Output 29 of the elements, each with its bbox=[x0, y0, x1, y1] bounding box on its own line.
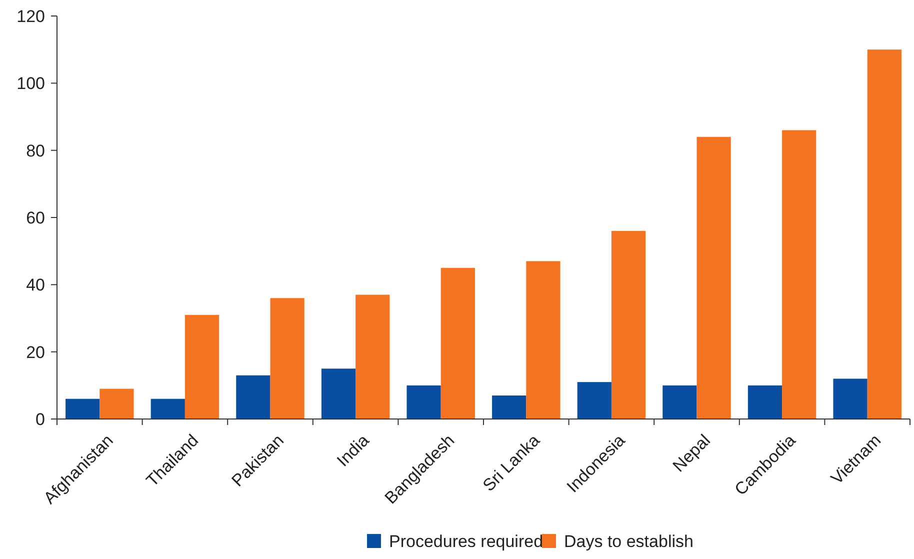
bar bbox=[66, 398, 100, 419]
bar bbox=[440, 268, 475, 419]
bar bbox=[184, 314, 220, 419]
bar bbox=[150, 398, 185, 419]
bar bbox=[526, 261, 560, 419]
bar bbox=[406, 385, 441, 419]
bar bbox=[782, 130, 816, 419]
bar bbox=[833, 378, 868, 419]
bar bbox=[577, 382, 612, 419]
bar bbox=[492, 395, 526, 419]
bar bbox=[236, 375, 270, 419]
y-tick-label: 120 bbox=[16, 6, 45, 26]
y-tick-label: 0 bbox=[36, 410, 45, 429]
bar bbox=[662, 385, 697, 419]
y-tick-label: 100 bbox=[16, 74, 45, 94]
legend-label: Procedures required bbox=[389, 532, 544, 551]
bar bbox=[867, 50, 902, 419]
y-tick-label: 60 bbox=[26, 208, 45, 228]
y-tick-label: 40 bbox=[26, 276, 45, 295]
bar bbox=[321, 368, 356, 419]
bar bbox=[270, 298, 304, 419]
bar bbox=[100, 388, 134, 419]
bar bbox=[748, 385, 782, 419]
legend-label: Days to establish bbox=[564, 532, 694, 551]
y-tick-label: 80 bbox=[26, 141, 45, 160]
bar bbox=[696, 136, 731, 419]
y-tick-label: 20 bbox=[26, 342, 45, 362]
bar bbox=[611, 230, 646, 419]
bar bbox=[356, 294, 390, 419]
